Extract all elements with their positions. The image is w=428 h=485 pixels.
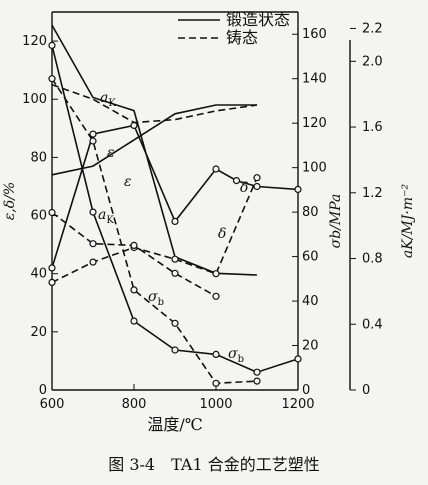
axes-group: 600 800 1000 1200温度/℃020406080100120ε,δ/%02…	[2, 10, 416, 434]
series-group	[48, 24, 302, 387]
data-point-cast-sigma-b	[48, 75, 56, 83]
right-tick-label: 0	[362, 383, 370, 398]
figure-caption: 图 3-4 TA1 合金的工艺塑性	[108, 455, 319, 474]
data-point-forged-sigma-b	[253, 368, 261, 376]
x-axis-title: 温度/℃	[147, 415, 202, 434]
data-point-cast-sigma-b	[253, 377, 261, 385]
right-tick-label: 1.6	[362, 120, 383, 135]
right-axis-title: aK/MJ·m⁻²	[400, 184, 416, 259]
data-point-forged-sigma-b	[294, 355, 302, 363]
left-tick-label: 60	[30, 209, 47, 224]
series-label-forged-sigma-b: σb	[228, 346, 244, 365]
left-tick-label: 0	[39, 383, 47, 398]
data-point-cast-aK	[171, 269, 179, 277]
middle-tick-label: 120	[302, 116, 327, 131]
middle-axis-title: σb/MPa	[328, 194, 344, 249]
data-point-cast-aK	[89, 240, 97, 248]
data-point-cast-sigma-b	[212, 379, 220, 387]
series-label-cast-epsilon: ε	[124, 174, 132, 190]
right-tick-label: 0.8	[362, 252, 383, 267]
series-line-forged-epsilon	[51, 104, 257, 176]
left-axis-title: ε,δ/%	[2, 182, 18, 220]
right-tick-label: 2.0	[362, 54, 383, 69]
series-label-forged-epsilon: ε	[107, 145, 115, 161]
data-point-forged-sigma-b	[89, 208, 97, 216]
series-label-cast-delta: δ	[218, 226, 226, 242]
data-point-forged-sigma-b	[48, 41, 56, 50]
data-point-forged-delta	[294, 185, 302, 193]
middle-tick-label: 140	[302, 72, 327, 87]
legend-label-dashed: 铸态	[226, 28, 258, 47]
middle-tick-label: 0	[302, 383, 310, 398]
middle-tick-label: 60	[302, 250, 319, 265]
data-point-cast-aK	[212, 292, 220, 300]
series-line-cast-aK	[51, 211, 217, 297]
left-tick-label: 100	[22, 92, 47, 107]
data-point-forged-delta	[253, 182, 261, 191]
data-point-cast-sigma-b	[171, 319, 179, 327]
data-point-forged-delta	[212, 165, 220, 173]
left-tick-label: 120	[22, 34, 47, 49]
data-point-cast-aK	[48, 208, 56, 217]
data-point-cast-delta	[48, 278, 56, 286]
legend-label-solid: 锻造状态	[226, 10, 290, 29]
series-line-cast-epsilon	[51, 83, 258, 124]
series-line-cast-sigma-b	[51, 78, 258, 385]
data-point-forged-sigma-b	[130, 317, 138, 325]
middle-tick-label: 160	[302, 27, 327, 42]
data-point-forged-delta	[171, 217, 179, 225]
series-line-cast-delta	[51, 177, 258, 284]
data-point-forged-delta	[232, 177, 241, 185]
data-point-cast-delta	[89, 258, 97, 266]
data-point-cast-delta	[212, 270, 220, 278]
data-point-cast-sigma-b	[130, 286, 138, 294]
middle-tick-label: 80	[302, 205, 319, 220]
middle-tick-label: 20	[302, 339, 319, 354]
left-tick-label: 80	[30, 150, 47, 165]
x-tick-label: 600	[40, 397, 65, 412]
middle-tick-label: 40	[302, 294, 319, 309]
series-line-forged-aK	[51, 24, 258, 276]
left-tick-label: 20	[30, 325, 47, 340]
x-tick-label: 800	[122, 397, 147, 412]
data-point-cast-delta	[171, 255, 179, 263]
right-tick-label: 1.2	[362, 186, 383, 201]
series-label-forged-delta: δ	[240, 180, 248, 196]
right-tick-label: 2.2	[362, 21, 383, 36]
data-point-forged-sigma-b	[212, 350, 220, 358]
data-point-forged-delta	[89, 130, 97, 138]
x-tick-label: 1000	[199, 397, 232, 412]
data-point-forged-delta	[48, 264, 56, 272]
series-label-cast-sigma-b: σb	[148, 289, 164, 308]
left-tick-label: 40	[30, 267, 47, 282]
data-point-cast-sigma-b	[89, 137, 97, 145]
data-point-forged-sigma-b	[171, 346, 179, 354]
data-point-cast-aK	[130, 241, 138, 249]
data-point-cast-delta	[253, 174, 261, 182]
x-tick-label: 1200	[281, 397, 314, 412]
series-label-forged-aK: aK	[100, 90, 116, 109]
middle-tick-label: 100	[302, 161, 327, 176]
right-tick-label: 0.4	[362, 317, 383, 332]
